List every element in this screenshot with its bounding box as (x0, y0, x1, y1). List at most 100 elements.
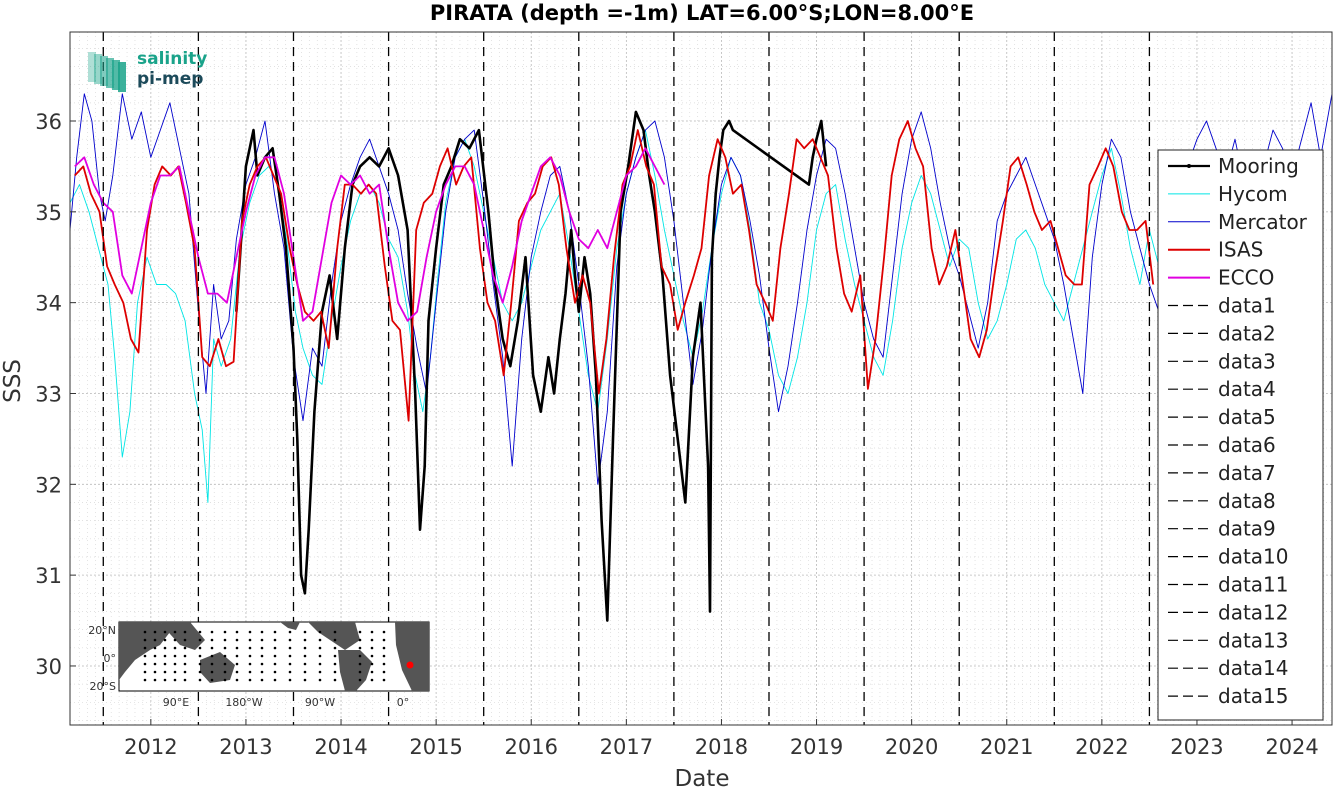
legend-entry-label: data6 (1218, 433, 1276, 457)
inset-buoy-marker (288, 678, 292, 682)
inset-buoy-marker (153, 662, 157, 666)
legend-entry-label: data11 (1218, 573, 1289, 597)
inset-land (119, 622, 170, 680)
inset-buoy-marker (235, 678, 239, 682)
logo-mark (94, 54, 102, 84)
x-tick-label: 2017 (600, 735, 653, 759)
x-tick-label: 2022 (1075, 735, 1128, 759)
inset-buoy-marker (173, 678, 177, 682)
legend-entry-label: data10 (1218, 545, 1289, 569)
inset-buoy-marker (210, 678, 214, 682)
inset-buoy-marker (210, 670, 214, 674)
x-tick-label: 2015 (409, 735, 462, 759)
inset-buoy-marker (318, 678, 322, 682)
inset-buoy-marker (153, 670, 157, 674)
x-tick-label: 2023 (1170, 735, 1223, 759)
inset-buoy-marker (163, 630, 167, 634)
inset-buoy-marker (235, 638, 239, 642)
inset-buoy-marker (288, 638, 292, 642)
inset-buoy-marker (318, 638, 322, 642)
inset-buoy-marker (198, 638, 202, 642)
y-tick-label: 36 (35, 110, 62, 134)
inset-buoy-marker (333, 678, 337, 682)
inset-buoy-marker (163, 638, 167, 642)
inset-buoy-marker (303, 646, 307, 650)
inset-buoy-marker (173, 646, 177, 650)
inset-buoy-marker (198, 662, 202, 666)
legend-entry-label: ECCO (1218, 266, 1274, 290)
inset-buoy-marker (260, 646, 264, 650)
inset-buoy-marker (143, 638, 147, 642)
inset-buoy-marker (273, 638, 277, 642)
inset-buoy-marker (318, 670, 322, 674)
inset-buoy-marker (382, 678, 386, 682)
y-tick-label: 34 (35, 292, 62, 316)
inset-lon-label: 0° (397, 696, 410, 709)
x-tick-label: 2019 (790, 735, 843, 759)
logo-text-pi-mep: pi-mep (137, 69, 203, 89)
legend-entry-label: data4 (1218, 377, 1276, 401)
inset-buoy-marker (173, 630, 177, 634)
inset-buoy-marker (198, 678, 202, 682)
inset-buoy-marker (163, 662, 167, 666)
legend-box (1157, 149, 1324, 721)
legend-entry-label: ISAS (1218, 238, 1263, 262)
logo-mark (88, 52, 96, 82)
legend-entry-label: Hycom (1218, 182, 1288, 206)
inset-lon-label: 180°W (225, 696, 262, 709)
inset-buoy-marker (318, 646, 322, 650)
y-axis-label: SSS (0, 359, 26, 403)
inset-buoy-marker (183, 646, 187, 650)
legend-entry-label: data3 (1218, 349, 1276, 373)
inset-buoy-marker (333, 646, 337, 650)
legend-entry-label: Mercator (1218, 210, 1308, 234)
inset-buoy-marker (163, 678, 167, 682)
x-tick-label: 2016 (505, 735, 558, 759)
inset-buoy-marker (382, 646, 386, 650)
legend-entry-label: data5 (1218, 405, 1276, 429)
inset-buoy-marker (288, 654, 292, 658)
inset-buoy-marker (370, 662, 374, 666)
inset-buoy-marker (223, 678, 227, 682)
inset-lat-label: 20°S (90, 680, 116, 693)
inset-buoy-marker (273, 654, 277, 658)
inset-buoy-marker (198, 630, 202, 634)
inset-buoy-marker (260, 662, 264, 666)
x-tick-label: 2021 (980, 735, 1033, 759)
inset-buoy-marker (303, 670, 307, 674)
inset-buoy-marker (143, 662, 147, 666)
legend-entry-label: data8 (1218, 489, 1276, 513)
inset-buoy-marker (183, 662, 187, 666)
series-line-ecco (74, 147, 666, 322)
inset-buoy-marker (248, 654, 252, 658)
inset-buoy-marker (173, 662, 177, 666)
legend-entry-label: data1 (1218, 294, 1276, 318)
inset-buoy-marker (358, 646, 362, 650)
x-tick-label: 2024 (1265, 735, 1318, 759)
inset-buoy-marker (198, 670, 202, 674)
inset-buoy-marker (163, 646, 167, 650)
inset-buoy-marker (370, 678, 374, 682)
chart-title: PIRATA (depth =-1m) LAT=6.00°S;LON=8.00°… (430, 1, 974, 25)
inset-buoy-marker (248, 678, 252, 682)
inset-buoy-marker (333, 670, 337, 674)
inset-map: 20°N 0° 20°S 90°E 180°W 90°W 0° (88, 621, 430, 709)
inset-buoy-marker (303, 654, 307, 658)
inset-buoy-marker (223, 654, 227, 658)
logo-mark (118, 62, 126, 92)
inset-buoy-marker (163, 654, 167, 658)
inset-buoy-marker (223, 638, 227, 642)
inset-buoy-marker (143, 630, 147, 634)
legend-entry-label: data12 (1218, 600, 1289, 624)
legend-entry-label: data2 (1218, 321, 1276, 345)
inset-buoy-marker (210, 654, 214, 658)
inset-buoy-marker (153, 654, 157, 658)
logo-mark (100, 56, 108, 86)
y-tick-label: 31 (35, 564, 62, 588)
inset-buoy-marker (173, 670, 177, 674)
inset-buoy-marker (358, 662, 362, 666)
inset-buoy-marker (370, 638, 374, 642)
inset-buoy-marker (318, 630, 322, 634)
inset-buoy-marker (273, 630, 277, 634)
